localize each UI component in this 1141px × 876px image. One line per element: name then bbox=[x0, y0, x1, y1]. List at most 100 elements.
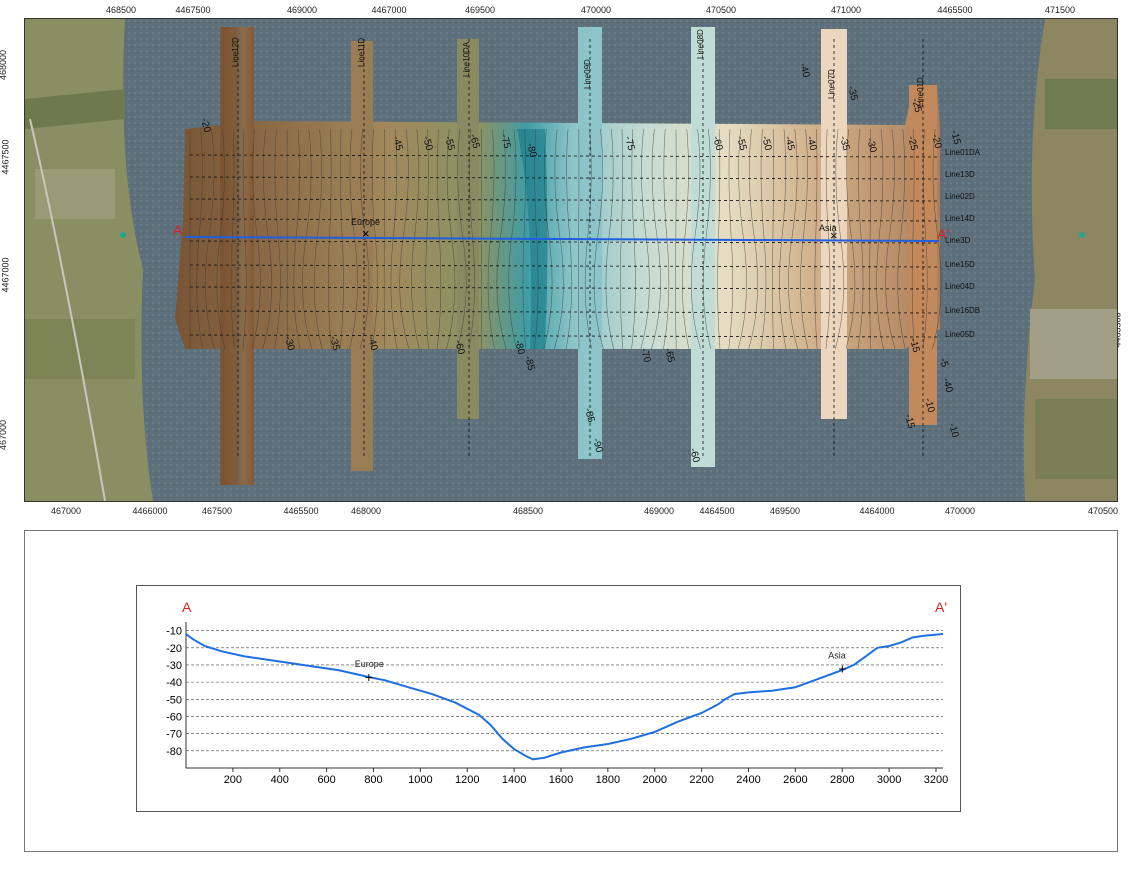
left-tick-label: 4467000 bbox=[0, 257, 11, 293]
survey-track-lines bbox=[189, 39, 941, 459]
contour-value-label: -80 bbox=[524, 142, 538, 159]
vertical-line-labels: Line12D Line11D Line10DA Line09D Line08D Line… bbox=[231, 29, 925, 107]
contour-line bbox=[857, 128, 864, 350]
contour-value-label: -5 bbox=[937, 357, 950, 369]
contour-value-label: -50 bbox=[759, 135, 773, 152]
x-tick-label: 1400 bbox=[502, 774, 526, 786]
contour-value-label: -60 bbox=[710, 135, 724, 152]
land-asia bbox=[1023, 19, 1117, 501]
contour-value-labels: -20-45 -50 -55 -65 -75-80 -75 -60 -55 -50 -45 -40-… bbox=[198, 62, 962, 464]
marker-europe-shore bbox=[120, 232, 126, 238]
x-tick-label: 1600 bbox=[549, 774, 573, 786]
contour-line bbox=[772, 128, 774, 350]
contour-value-label: -40 bbox=[804, 135, 818, 152]
contour-value-label: -85 bbox=[522, 355, 536, 372]
left-tick-label: 4467500 bbox=[0, 139, 11, 175]
y-tick-label: -70 bbox=[166, 729, 182, 741]
top-tick-label: 470500 bbox=[705, 5, 737, 15]
x-tick-label: 3200 bbox=[924, 774, 948, 786]
contour-line bbox=[760, 128, 767, 350]
field-patch bbox=[1045, 79, 1117, 129]
profile-svg: -10 -20 -30 -40 -50 -60 -70 -80 200 400 600 800 1000… bbox=[166, 599, 948, 786]
contour-line bbox=[359, 128, 370, 350]
line-label: Line14D bbox=[945, 214, 975, 223]
contour-value-label: -45 bbox=[782, 135, 796, 152]
survey-track bbox=[189, 286, 941, 290]
survey-track bbox=[189, 240, 941, 244]
contour-value-label: -20 bbox=[929, 133, 943, 150]
line-label: Line10DA bbox=[462, 41, 471, 77]
contour-line bbox=[845, 128, 856, 350]
y-tick-label: -60 bbox=[166, 711, 182, 723]
contour-line bbox=[205, 128, 215, 350]
map-canvas: A A' × Europe × Asia Line12D Line11D Line1… bbox=[25, 19, 1117, 501]
line-label: Line05D bbox=[945, 330, 975, 339]
place-label-europe: Europe bbox=[351, 217, 380, 227]
contour-line bbox=[230, 128, 235, 350]
place-label-asia: Asia bbox=[819, 223, 837, 233]
contour-line bbox=[242, 128, 247, 350]
contour-value-label: -70 bbox=[638, 347, 652, 364]
contour-value-label: -25 bbox=[909, 97, 923, 114]
contour-line bbox=[834, 128, 845, 350]
profile-endpoint-label: A bbox=[182, 599, 192, 615]
contour-value-label: -90 bbox=[590, 437, 604, 454]
top-tick-label: 471000 bbox=[830, 5, 862, 15]
y-tick-label: -10 bbox=[166, 626, 182, 638]
contour-value-label: -20 bbox=[198, 117, 212, 134]
x-tick-label: 1800 bbox=[596, 774, 620, 786]
bottom-tick-label: 470000 bbox=[944, 506, 976, 516]
bottom-tick-label: 4466000 bbox=[132, 506, 168, 516]
contour-value-label: -65 bbox=[662, 347, 676, 364]
contour-line bbox=[932, 128, 942, 350]
contour-line bbox=[339, 128, 344, 350]
top-tick-label: 471500 bbox=[1044, 5, 1076, 15]
contour-value-label: -55 bbox=[734, 135, 748, 152]
profile-place-label: Asia bbox=[828, 650, 846, 660]
x-tick-label: 1000 bbox=[408, 774, 432, 786]
section-label-a-prime: A' bbox=[937, 226, 949, 242]
contour-value-label: -60 bbox=[687, 447, 701, 464]
survey-track bbox=[189, 310, 941, 314]
line-label: Line04D bbox=[945, 282, 975, 291]
section-line-a-a[interactable] bbox=[184, 236, 940, 242]
contour-line bbox=[869, 128, 872, 350]
x-tick-label: 800 bbox=[364, 774, 382, 786]
y-tick-label: -80 bbox=[166, 746, 182, 758]
contour-value-label: -15 bbox=[907, 337, 921, 354]
x-tick-label: 2200 bbox=[689, 774, 713, 786]
top-tick-label: 469500 bbox=[464, 5, 496, 15]
bottom-tick-label: 468000 bbox=[350, 506, 382, 516]
strip-tint bbox=[220, 27, 254, 485]
top-tick-label: 470000 bbox=[580, 5, 612, 15]
contour-line bbox=[788, 128, 799, 350]
top-tick-label: 468500 bbox=[105, 5, 137, 15]
contour-value-label: -50 bbox=[420, 135, 434, 152]
bathymetry-map[interactable]: A A' × Europe × Asia Line12D Line11D Line1… bbox=[24, 18, 1118, 502]
line-label: Line16DB bbox=[945, 306, 980, 315]
line-label: Line08D bbox=[696, 29, 705, 59]
profile-series-line bbox=[185, 633, 944, 761]
line-label: Line13D bbox=[945, 170, 975, 179]
contour-value-label: -60 bbox=[452, 339, 466, 356]
contour-line bbox=[313, 128, 323, 350]
contour-value-label: -40 bbox=[797, 62, 811, 79]
survey-track bbox=[189, 264, 941, 268]
contour-value-label: -65 bbox=[467, 133, 481, 150]
contour-line bbox=[349, 128, 358, 350]
line-label: Line07D bbox=[827, 69, 836, 99]
line-label: Line01DA bbox=[945, 148, 981, 157]
x-tick-label: 200 bbox=[224, 774, 242, 786]
contour-line bbox=[876, 128, 884, 350]
y-tick-label: -30 bbox=[166, 660, 182, 672]
cross-marker-asia: × bbox=[830, 228, 838, 243]
contour-value-label: -35 bbox=[327, 335, 341, 352]
marker-asia-shore bbox=[1079, 232, 1085, 238]
profile-axes bbox=[185, 622, 943, 769]
contour-value-label: -80 bbox=[512, 339, 526, 356]
profile-place-label: Europe bbox=[355, 659, 384, 669]
bottom-tick-label: 4465500 bbox=[283, 506, 319, 516]
contour-value-label: -10 bbox=[946, 422, 960, 439]
contour-value-label: -75 bbox=[498, 133, 512, 150]
contour-line bbox=[196, 128, 204, 350]
